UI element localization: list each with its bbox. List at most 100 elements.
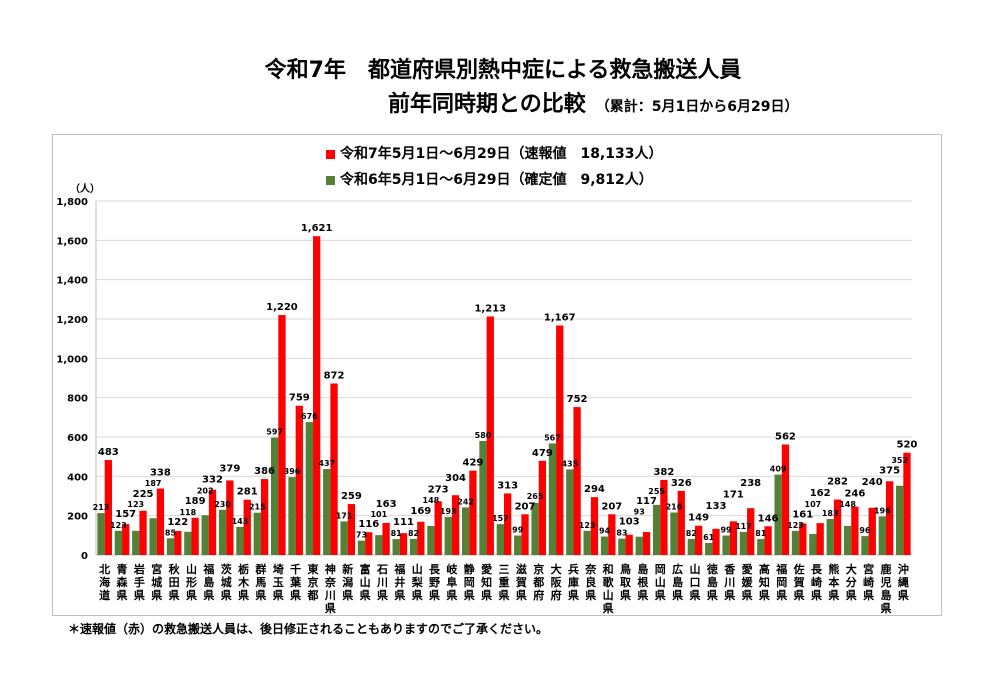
x-tick-label: 奈 bbox=[324, 575, 337, 589]
x-tick-label: 県 bbox=[238, 589, 249, 602]
bar-r6 bbox=[218, 509, 227, 555]
data-label-r7: 332 bbox=[202, 475, 223, 486]
x-tick-label: 県 bbox=[394, 589, 405, 602]
bar-r6 bbox=[427, 525, 435, 555]
x-tick-label: 高 bbox=[759, 562, 770, 576]
data-label-r6: 216 bbox=[666, 503, 683, 512]
x-tick-label: 愛 bbox=[481, 562, 492, 576]
y-tick-label: 1,200 bbox=[56, 315, 88, 326]
x-tick-label: 県 bbox=[759, 589, 770, 602]
y-tick-label: 1,000 bbox=[56, 354, 88, 365]
y-tick-label: 600 bbox=[67, 433, 88, 444]
bar-r7 bbox=[313, 236, 321, 555]
x-tick-label: 青 bbox=[117, 562, 128, 576]
data-label-r6: 409 bbox=[770, 465, 787, 474]
x-tick-label: 島 bbox=[707, 575, 718, 589]
x-tick-label: 道 bbox=[99, 588, 110, 602]
x-tick-label: 知 bbox=[758, 575, 770, 589]
bar-r7 bbox=[625, 534, 633, 555]
x-tick-label: 県 bbox=[863, 589, 874, 602]
x-tick-label: 県 bbox=[672, 589, 683, 602]
bar-r7 bbox=[469, 470, 477, 555]
bar-r6 bbox=[687, 538, 695, 555]
x-tick-label: 三 bbox=[499, 563, 510, 576]
x-tick-label: 県 bbox=[846, 589, 857, 602]
x-tick-label: 島 bbox=[672, 575, 683, 589]
x-tick-label: 県 bbox=[342, 589, 353, 602]
data-label-r7: 240 bbox=[862, 477, 883, 488]
data-label-r7: 207 bbox=[601, 501, 622, 512]
y-axis-unit: （人） bbox=[70, 184, 100, 195]
x-tick-label: 県 bbox=[689, 589, 700, 602]
data-label-r7: 161 bbox=[792, 509, 813, 520]
bar-r6 bbox=[271, 437, 279, 555]
bar-r7 bbox=[104, 460, 112, 555]
x-tick-label: 栃 bbox=[238, 562, 249, 576]
data-label-r6: 123 bbox=[787, 521, 804, 530]
data-label-r6: 73 bbox=[356, 531, 367, 540]
data-label-r7: 872 bbox=[324, 371, 345, 382]
legend-label: 令和7年5月1日～6月29日（速報値 18,133人） bbox=[340, 146, 663, 162]
bar-r7 bbox=[156, 488, 165, 555]
bar-r7 bbox=[573, 407, 581, 555]
bar-r7 bbox=[642, 531, 651, 555]
bar-r7 bbox=[660, 479, 668, 555]
x-tick-label: 都 bbox=[307, 588, 319, 602]
data-label-r7: 479 bbox=[532, 448, 553, 459]
x-tick-label: 知 bbox=[480, 575, 492, 589]
x-tick-label: 賀 bbox=[793, 575, 805, 589]
x-tick-label: 県 bbox=[169, 589, 180, 602]
bar-r6 bbox=[375, 535, 383, 555]
bar-r6 bbox=[149, 518, 157, 555]
bar-r7 bbox=[174, 531, 182, 555]
data-label-r7: 386 bbox=[254, 466, 275, 477]
x-tick-label: 福 bbox=[393, 562, 405, 576]
data-label-r6: 123 bbox=[579, 521, 596, 530]
bar-r6 bbox=[253, 512, 261, 555]
x-tick-label: 県 bbox=[290, 589, 301, 602]
bar-r7 bbox=[451, 495, 460, 555]
bar-r7 bbox=[799, 523, 807, 555]
data-label-r7: 146 bbox=[758, 513, 779, 524]
x-tick-label: 島 bbox=[637, 562, 648, 576]
data-label-r6: 202 bbox=[197, 486, 214, 495]
x-tick-label: 岡 bbox=[464, 576, 475, 589]
x-tick-label: 山 bbox=[689, 562, 700, 576]
x-tick-label: 川 bbox=[376, 576, 388, 589]
data-label-r6: 193 bbox=[440, 507, 457, 516]
x-tick-label: 取 bbox=[620, 576, 631, 589]
data-label-r6: 148 bbox=[839, 500, 856, 509]
x-tick-label: 山 bbox=[360, 575, 371, 589]
x-tick-label: 神 bbox=[325, 562, 336, 576]
bar-r6 bbox=[305, 422, 314, 555]
bar-r6 bbox=[896, 485, 904, 555]
x-tick-label: 県 bbox=[603, 602, 614, 615]
data-label-r7: 117 bbox=[636, 496, 657, 507]
x-tick-label: 福 bbox=[775, 562, 787, 576]
x-tick-label: 東 bbox=[308, 562, 320, 576]
bar-r6 bbox=[392, 539, 400, 555]
bar-r6 bbox=[843, 525, 852, 555]
x-tick-label: 愛 bbox=[742, 562, 753, 576]
data-label-r6: 435 bbox=[561, 459, 578, 468]
bar-r6 bbox=[600, 536, 609, 555]
x-tick-label: 葉 bbox=[289, 575, 302, 589]
data-label-r6: 265 bbox=[527, 492, 544, 501]
data-label-r6: 580 bbox=[475, 431, 492, 440]
bar-r7 bbox=[903, 452, 911, 555]
bar-r6 bbox=[652, 504, 661, 555]
bar-r6 bbox=[409, 538, 418, 555]
data-label-r7: 225 bbox=[133, 489, 154, 500]
data-label-r6: 81 bbox=[391, 529, 403, 538]
x-tick-label: 岐 bbox=[446, 562, 458, 576]
x-tick-label: 県 bbox=[620, 589, 631, 602]
data-label-r7: 326 bbox=[671, 478, 692, 489]
bar-r7 bbox=[330, 383, 338, 555]
bar-r7 bbox=[747, 508, 755, 555]
bar-r6 bbox=[670, 512, 678, 555]
x-tick-label: 広 bbox=[672, 562, 683, 576]
data-label-r7: 103 bbox=[619, 517, 640, 528]
x-tick-label: 玉 bbox=[273, 576, 284, 589]
x-tick-label: 県 bbox=[724, 589, 735, 602]
x-tick-label: 県 bbox=[360, 589, 371, 602]
